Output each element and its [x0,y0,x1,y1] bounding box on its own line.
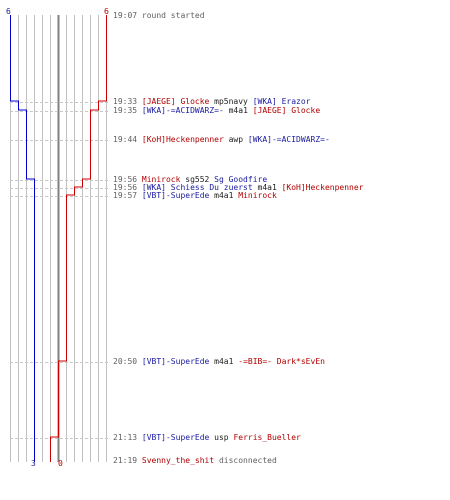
event-time: 19:57 [113,191,142,200]
blue-player-name: [WKA]-=ACIDWARZ=- [247,135,330,144]
blue-end-count: 3 [31,459,36,468]
event-time: 19:35 [113,106,142,115]
event-time: 20:50 [113,357,142,366]
red-player-name: -=BIB=- Dark*sEvEn [238,357,325,366]
blue-player-name: [VBT]-SuperEde [141,433,210,442]
event-text: m4a1 [209,357,239,366]
event-text: usp [209,433,234,442]
event-row: 19:57 [VBT]-SuperEde m4a1 Minirock [113,191,277,200]
blue-team-alive-line [10,15,35,462]
blue-player-name: [VBT]-SuperEde [141,191,210,200]
red-player-name: [JAEGE] Glocke [252,106,321,115]
event-row: 21:19 Svenny_the_shit disconnected [113,456,277,465]
event-text: mp5navy [209,97,253,106]
blue-player-name: [WKA] Schiess Du zuerst [141,183,253,192]
blue-player-name: Sg Goodfire [214,175,268,184]
red-player-name: [JAEGE] Glocke [141,97,210,106]
event-text: m4a1 [223,106,253,115]
event-text: awp [223,135,248,144]
red-player-name: Minirock [238,191,277,200]
red-player-name: Ferris_Bueller [233,433,301,442]
event-time: 19:56 [113,183,142,192]
event-time: 19:56 [113,175,142,184]
event-text: m4a1 [209,191,239,200]
blue-player-name: [VBT]-SuperEde [141,357,210,366]
event-text: m4a1 [252,183,282,192]
blue-player-name: [WKA]-=ACIDWARZ=- [141,106,224,115]
blue-start-count: 6 [6,7,11,16]
event-row: 19:56 Minirock sg552 Sg Goodfire [113,175,267,184]
red-player-name: [KoH]Heckenpenner [141,135,224,144]
red-player-name: Minirock [141,175,181,184]
event-row: 21:13 [VBT]-SuperEde usp Ferris_Bueller [113,433,301,442]
event-text: sg552 [180,175,215,184]
event-time: 19:07 [113,11,142,20]
event-text: round started [141,11,205,20]
player-grid-lines [10,15,107,462]
event-row: 20:50 [VBT]-SuperEde m4a1 -=BIB=- Dark*s… [113,357,325,366]
blue-player-name: [WKA] Erazor [252,97,311,106]
red-start-count: 6 [104,7,109,16]
event-text: disconnected [214,456,277,465]
event-time: 21:19 [113,456,142,465]
event-row: 19:07 round started [113,11,205,20]
event-row: 19:33 [JAEGE] Glocke mp5navy [WKA] Erazo… [113,97,311,106]
red-end-count: 0 [58,459,63,468]
event-dashed-lines [10,102,110,439]
event-time: 21:13 [113,433,142,442]
event-time: 19:33 [113,97,142,106]
red-team-alive-line [50,15,107,462]
red-player-name: [KoH]Heckenpenner [281,183,364,192]
event-time: 19:44 [113,135,142,144]
event-row: 19:56 [WKA] Schiess Du zuerst m4a1 [KoH]… [113,183,363,192]
red-player-name: Svenny_the_shit [141,456,215,465]
event-row: 19:44 [KoH]Heckenpenner awp [WKA]-=ACIDW… [113,135,330,144]
event-row: 19:35 [WKA]-=ACIDWARZ=- m4a1 [JAEGE] Glo… [113,106,320,115]
